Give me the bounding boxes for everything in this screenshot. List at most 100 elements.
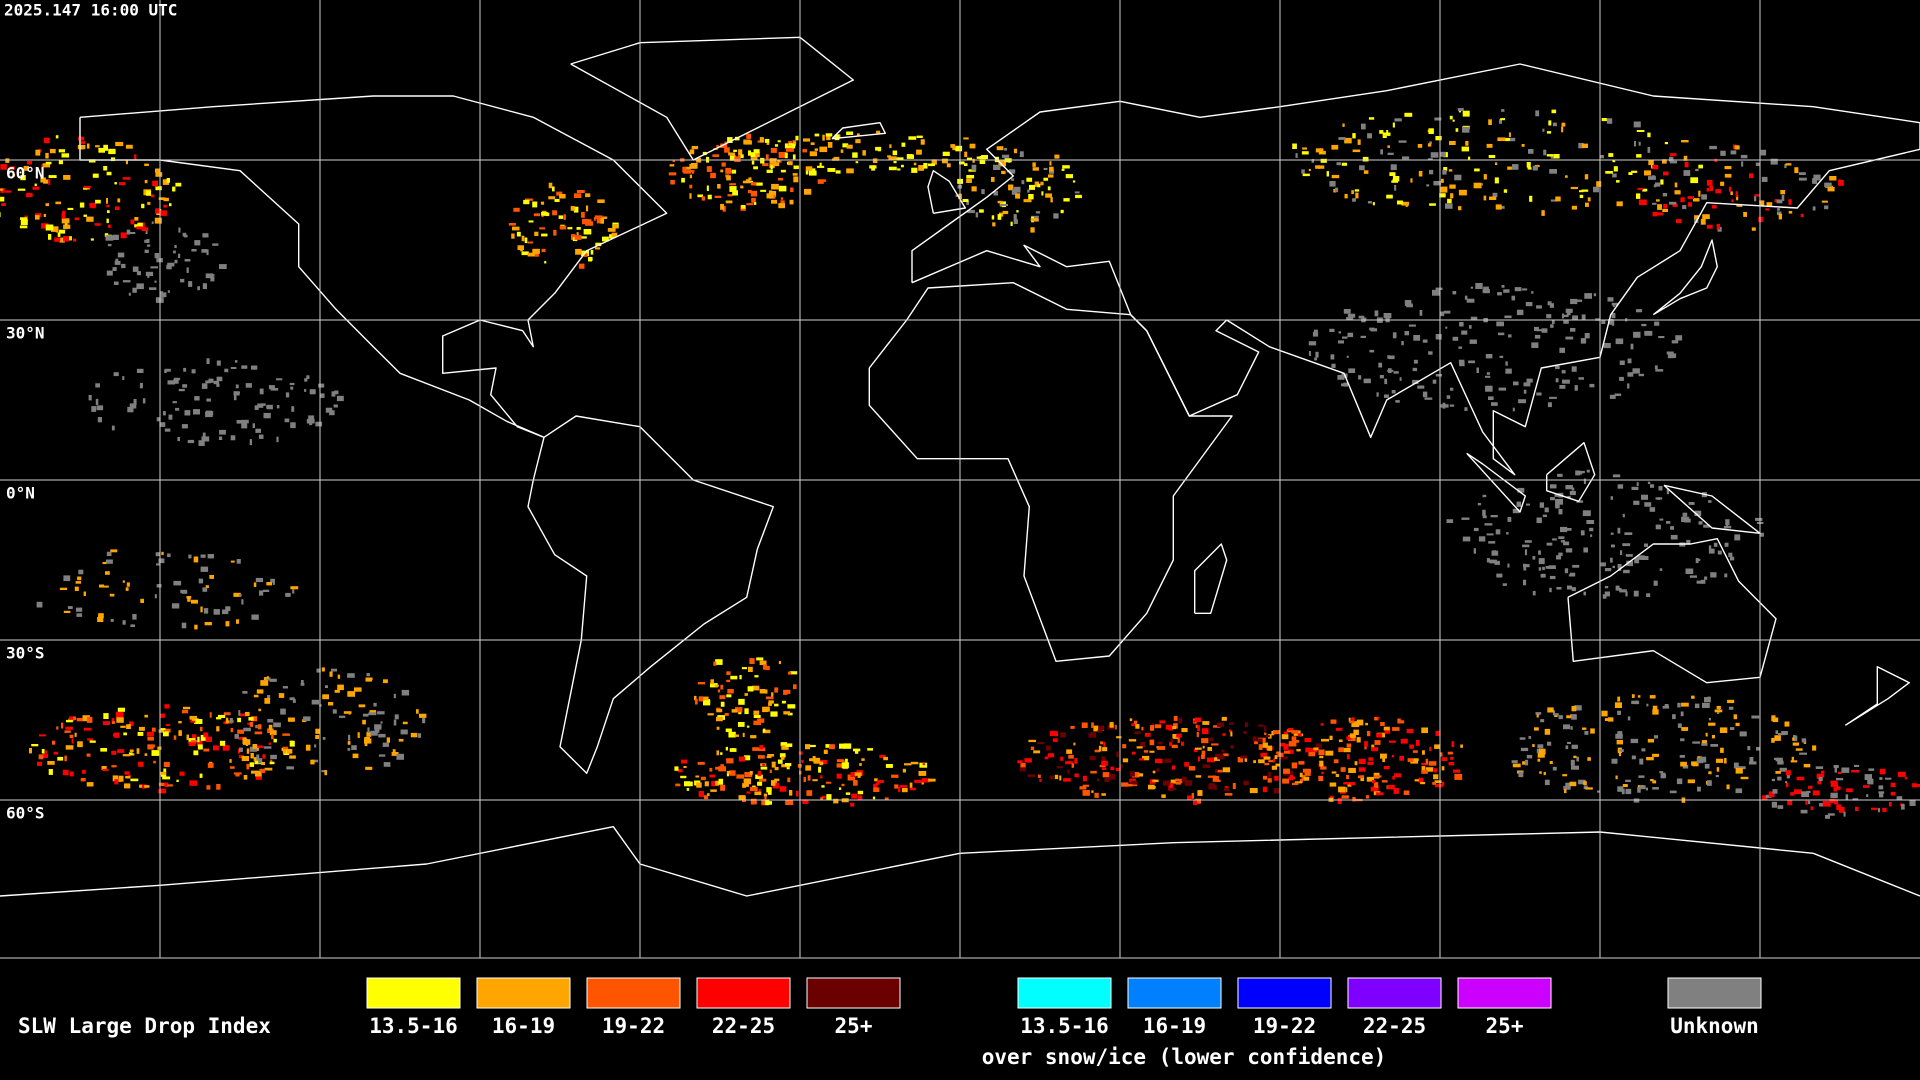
cloud-pixel <box>1165 724 1173 730</box>
cloud-pixel <box>732 748 735 751</box>
cloud-pixel <box>1380 722 1385 726</box>
cloud-pixel <box>1331 174 1340 179</box>
cloud-pixel <box>785 800 794 805</box>
cloud-pixel <box>166 264 172 270</box>
cloud-pixel <box>1149 750 1155 753</box>
cloud-pixel <box>1440 404 1449 408</box>
cloud-pixel <box>683 766 687 768</box>
latitude-label: 0°N <box>6 484 35 503</box>
cloud-pixel <box>289 755 296 759</box>
cloud-pixel <box>134 217 139 221</box>
cloud-pixel <box>1373 785 1379 791</box>
cloud-pixel <box>237 717 241 723</box>
cloud-pixel <box>747 686 754 692</box>
cloud-pixel <box>726 175 731 181</box>
legend-swatch <box>1017 977 1112 1009</box>
cloud-pixel <box>1846 788 1853 793</box>
cloud-pixel <box>1388 355 1395 360</box>
cloud-pixel <box>70 771 74 777</box>
cloud-pixel <box>869 165 877 169</box>
cloud-pixel <box>1301 151 1309 155</box>
cloud-pixel <box>20 217 28 220</box>
cloud-pixel <box>751 160 755 165</box>
cloud-pixel <box>249 762 255 767</box>
cloud-pixel <box>59 229 66 234</box>
cloud-pixel <box>1435 334 1442 340</box>
cloud-pixel <box>821 795 826 799</box>
cloud-pixel <box>173 377 181 381</box>
cloud-pixel <box>1523 382 1531 387</box>
cloud-pixel <box>524 237 528 244</box>
cloud-pixel <box>194 624 198 630</box>
cloud-pixel <box>1646 703 1649 707</box>
cloud-pixel <box>183 367 187 372</box>
cloud-pixel <box>1140 742 1146 748</box>
cloud-pixel <box>911 167 918 173</box>
cloud-pixel <box>1490 515 1498 518</box>
cloud-pixel <box>1646 757 1654 761</box>
cloud-pixel <box>1552 122 1557 127</box>
cloud-pixel <box>742 783 746 788</box>
cloud-pixel <box>1555 378 1559 383</box>
cloud-pixel <box>1397 200 1403 205</box>
legend-swatch <box>1127 977 1222 1009</box>
cloud-pixel <box>525 198 533 201</box>
cloud-pixel <box>803 776 806 783</box>
cloud-pixel <box>1556 555 1562 560</box>
cloud-pixel <box>894 784 899 789</box>
cloud-pixel <box>1806 790 1811 793</box>
cloud-pixel <box>1566 715 1571 719</box>
cloud-pixel <box>1243 731 1247 734</box>
cloud-pixel <box>1798 172 1806 175</box>
cloud-pixel <box>855 161 859 164</box>
cloud-pixel <box>1774 199 1779 203</box>
cloud-pixel <box>1504 137 1511 142</box>
cloud-pixel <box>1384 394 1389 398</box>
cloud-pixel <box>1765 208 1770 211</box>
cloud-pixel <box>198 578 204 584</box>
cloud-pixel <box>1486 143 1493 148</box>
cloud-pixel <box>0 164 7 170</box>
cloud-pixel <box>32 186 40 190</box>
cloud-pixel <box>1650 484 1655 488</box>
cloud-pixel <box>805 166 813 171</box>
cloud-pixel <box>243 775 248 780</box>
cloud-pixel <box>10 166 15 170</box>
cloud-pixel <box>146 239 150 243</box>
cloud-pixel <box>823 749 828 754</box>
cloud-pixel <box>1634 557 1640 564</box>
cloud-pixel <box>1486 533 1494 536</box>
cloud-pixel <box>1504 315 1512 319</box>
cloud-pixel <box>1194 747 1202 750</box>
cloud-pixel <box>52 740 56 745</box>
cloud-pixel <box>301 680 304 685</box>
cloud-pixel <box>1715 189 1721 194</box>
cloud-pixel <box>1404 300 1412 306</box>
cloud-pixel <box>1049 170 1055 174</box>
cloud-pixel <box>596 218 602 224</box>
cloud-pixel <box>1201 728 1209 735</box>
cloud-pixel <box>750 152 757 158</box>
cloud-pixel <box>1489 559 1497 564</box>
cloud-pixel <box>1028 739 1036 743</box>
cloud-pixel <box>1045 193 1052 198</box>
cloud-pixel <box>1586 469 1590 473</box>
cloud-pixel <box>188 741 196 746</box>
cloud-pixel <box>216 376 223 381</box>
cloud-pixel <box>1570 186 1578 190</box>
cloud-pixel <box>173 735 177 740</box>
cloud-pixel <box>12 173 16 177</box>
cloud-pixel <box>576 232 579 235</box>
cloud-pixel <box>706 793 710 796</box>
cloud-pixel <box>132 287 137 293</box>
cloud-pixel <box>1358 375 1362 380</box>
cloud-pixel <box>1337 375 1345 380</box>
cloud-pixel <box>1751 715 1760 719</box>
cloud-pixel <box>806 790 813 796</box>
cloud-pixel <box>125 144 133 149</box>
cloud-pixel <box>972 158 975 163</box>
cloud-pixel <box>1131 772 1140 778</box>
cloud-pixel <box>1617 731 1623 736</box>
cloud-pixel <box>1380 149 1383 155</box>
cloud-pixel <box>743 755 751 761</box>
